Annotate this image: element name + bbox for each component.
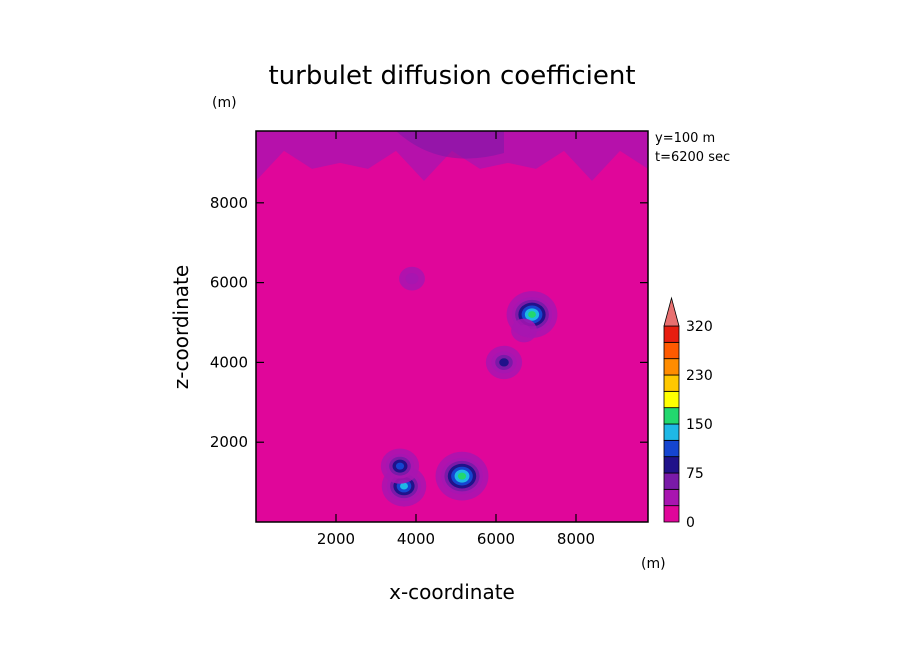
y-tick-label: 4000 <box>210 353 248 371</box>
feature-1-level-150 <box>528 311 536 318</box>
x-tick-label: 6000 <box>477 530 515 548</box>
x-tick-label: 2000 <box>317 530 355 548</box>
colorbar-segment-50 <box>663 472 680 490</box>
x-tick-label: 4000 <box>397 530 435 548</box>
colorbar-segment-0 <box>663 505 680 523</box>
x-axis-label: x-coordinate <box>389 580 515 604</box>
band-core <box>396 131 504 159</box>
feature-6 <box>399 266 425 291</box>
colorbar-segment-175 <box>663 390 680 409</box>
x-tick-label: 8000 <box>557 530 595 548</box>
colorbar-tick-label: 75 <box>686 466 704 482</box>
axes: 2000 4000 6000 8000 2000 4000 6000 8000 <box>210 130 649 548</box>
colorbar-tick-label: 320 <box>686 319 713 335</box>
colorbar-segment-75 <box>663 456 680 474</box>
feature-4-level-125 <box>400 482 408 490</box>
colorbar-segment-25 <box>663 488 680 507</box>
feature-2-level-75 <box>499 358 509 367</box>
feature-5 <box>380 448 420 484</box>
colorbar-segment-100 <box>663 439 680 458</box>
band-shape <box>256 131 648 181</box>
colorbar-extend-arrow <box>663 296 680 327</box>
y-tick-label: 2000 <box>210 433 248 451</box>
feature-7-level-25 <box>517 324 531 337</box>
colorbar-segment-260 <box>663 341 680 360</box>
feature-5-level-100 <box>395 462 405 470</box>
y-tick-label: 6000 <box>210 274 248 292</box>
feature-3 <box>435 451 489 501</box>
y-axis-label: z-coordinate <box>169 265 193 389</box>
y-unit-label: (m) <box>212 95 237 111</box>
colorbar-tick-label: 0 <box>686 515 695 531</box>
y-tick-label: 8000 <box>210 194 248 212</box>
colorbar-tick-label: 230 <box>686 368 713 384</box>
annotation-y: y=100 m <box>655 131 715 146</box>
colorbar: 0 75 150 230 320 <box>663 296 713 531</box>
feature-2 <box>485 345 523 380</box>
plot-frame <box>255 130 649 523</box>
feature-3-level-150 <box>457 472 467 480</box>
band-top-band <box>256 131 648 181</box>
colorbar-segment-290 <box>663 325 680 343</box>
colorbar-segment-230 <box>663 358 680 376</box>
annotation-t: t=6200 sec <box>655 150 730 165</box>
plot-area <box>256 131 648 522</box>
colorbar-segment-150 <box>663 407 680 425</box>
feature-6-level-25 <box>405 272 419 285</box>
colorbar-segment-200 <box>663 374 680 392</box>
colorbar-segment-125 <box>663 423 680 441</box>
colorbar-tick-label: 150 <box>686 417 713 433</box>
x-unit-label: (m) <box>641 556 666 572</box>
feature-7 <box>511 318 537 343</box>
chart-title: turbulet diffusion coefficient <box>268 61 635 91</box>
